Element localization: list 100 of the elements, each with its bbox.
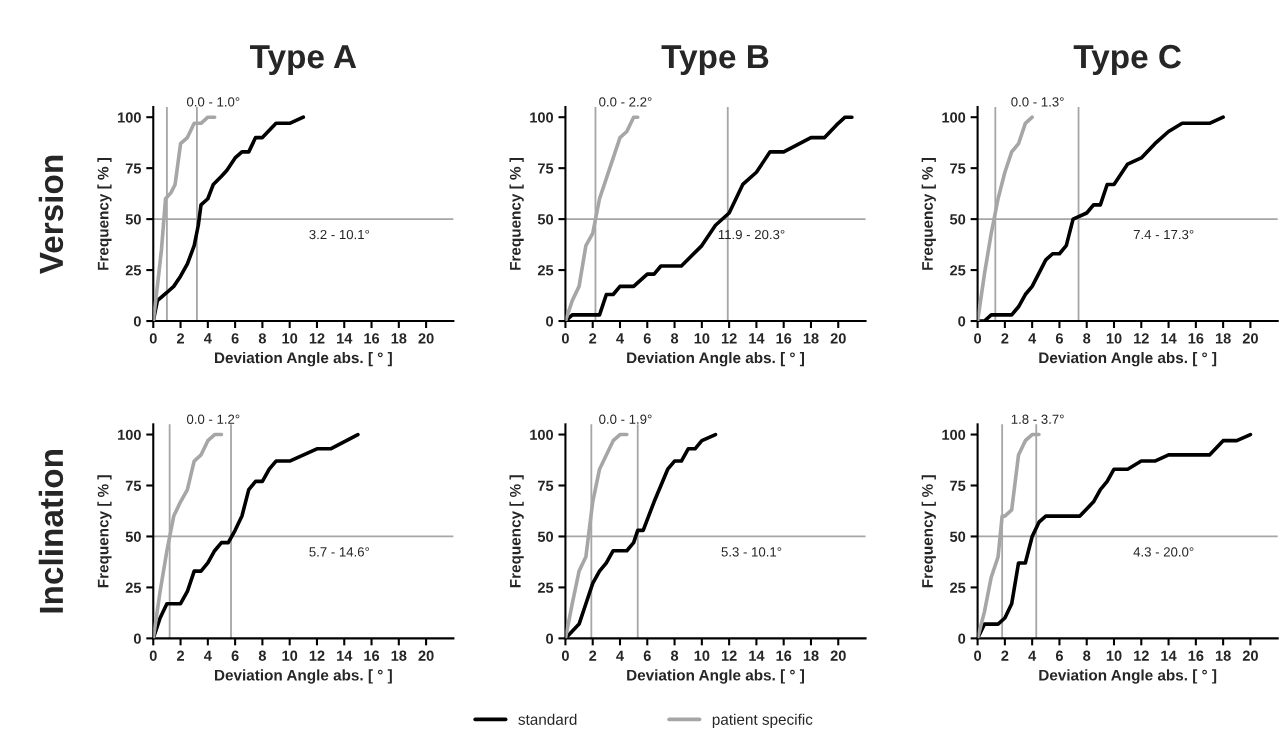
x-tick-label: 12	[309, 650, 325, 661]
x-tick-label: 18	[1215, 650, 1231, 661]
y-tick-label: 25	[950, 265, 966, 276]
y-tick-label: 50	[125, 531, 141, 542]
x-tick-label: 20	[1242, 650, 1258, 661]
x-tick-label: 10	[694, 650, 710, 661]
chart-title: Type A	[249, 45, 357, 76]
x-tick-label: 4	[204, 650, 212, 661]
y-tick-label: 0	[958, 316, 966, 327]
x-tick-label: 4	[1028, 650, 1037, 661]
x-tick-label: 6	[231, 333, 239, 344]
y-tick-label: 50	[125, 214, 141, 225]
x-tick-label: 0	[561, 650, 569, 661]
y-tick-label: 75	[950, 163, 966, 174]
y-tick-label: 100	[118, 429, 141, 440]
x-axis-title: Deviation Angle abs. [ ° ]	[627, 669, 804, 684]
x-tick-label: 2	[589, 650, 597, 661]
x-tick-label: 12	[721, 650, 737, 661]
x-tick-label: 16	[364, 333, 380, 344]
y-tick-label: 75	[538, 163, 554, 174]
y-tick-label: 100	[118, 112, 141, 123]
chart-title: Type B	[661, 45, 769, 76]
y-tick-label: 0	[133, 633, 141, 644]
x-tick-label: 0	[149, 650, 157, 661]
y-tick-label: 50	[950, 214, 966, 225]
x-tick-label: 6	[1055, 333, 1063, 344]
y-tick-label: 25	[125, 265, 142, 276]
y-tick-label: 25	[537, 582, 554, 593]
y-tick-label: 50	[537, 214, 554, 225]
x-tick-label: 10	[1106, 650, 1122, 661]
text: 0.0 - 1.3°	[1011, 97, 1064, 107]
x-tick-label: 12	[309, 333, 325, 344]
x-tick-label: 20	[830, 650, 846, 661]
x-tick-label: 6	[643, 333, 651, 344]
x-tick-label: 18	[803, 333, 819, 344]
x-tick-label: 18	[391, 650, 407, 661]
x-tick-label: 8	[1083, 650, 1091, 661]
text: 0.0 - 1.0°	[186, 97, 240, 107]
x-tick-label: 0	[974, 650, 982, 661]
x-tick-label: 12	[721, 333, 737, 344]
x-tick-label: 8	[258, 333, 267, 344]
x-tick-label: 14	[1161, 333, 1177, 344]
x-tick-label: 8	[670, 650, 679, 661]
x-tick-label: 4	[1028, 333, 1037, 344]
y-tick-label: 75	[125, 480, 142, 491]
x-tick-label: 10	[1106, 333, 1122, 344]
text: Inclination	[38, 450, 64, 613]
x-tick-label: 18	[1215, 333, 1231, 344]
annotation: 5.7 - 14.6°	[309, 547, 370, 557]
x-tick-label: 2	[177, 650, 185, 661]
y-tick-label: 25	[125, 582, 142, 593]
y-tick-label: 50	[537, 531, 554, 542]
x-tick-label: 18	[391, 333, 407, 344]
x-tick-label: 16	[1188, 333, 1204, 344]
x-tick-label: 20	[418, 333, 434, 344]
x-tick-label: 4	[616, 333, 624, 344]
text: 0.0 - 1.2°	[186, 414, 240, 424]
x-tick-label: 8	[670, 333, 679, 344]
y-axis-title: Frequency [ % ]	[97, 158, 112, 270]
x-axis-title: Deviation Angle abs. [ ° ]	[1039, 351, 1217, 367]
y-tick-label: 75	[950, 480, 966, 491]
y-tick-label: 25	[537, 265, 554, 276]
x-tick-label: 10	[694, 333, 710, 344]
y-tick-label: 25	[950, 582, 966, 593]
chart-title: Type C	[1073, 44, 1182, 76]
text: Version	[38, 155, 64, 274]
x-tick-label: 16	[776, 333, 792, 344]
x-tick-label: 10	[282, 333, 298, 344]
annotation: 5.3 - 10.1°	[721, 547, 782, 557]
y-axis-title: Frequency [ % ]	[509, 475, 524, 588]
y-tick-label: 100	[530, 429, 554, 440]
x-tick-label: 14	[749, 650, 765, 661]
x-axis-title: Deviation Angle abs. [ ° ]	[215, 669, 392, 684]
text: 0.0 - 2.2°	[599, 97, 652, 107]
y-tick-label: 100	[942, 429, 966, 440]
y-tick-label: 50	[950, 531, 966, 542]
y-axis-title: Frequency [ % ]	[921, 475, 936, 588]
y-tick-label: 75	[125, 163, 142, 174]
x-tick-label: 4	[204, 333, 212, 344]
annotation: 4.3 - 20.0°	[1133, 547, 1194, 557]
text: 1.8 - 3.7°	[1011, 414, 1064, 424]
x-tick-label: 18	[803, 650, 819, 661]
x-tick-label: 14	[1161, 650, 1177, 661]
y-axis-title: Frequency [ % ]	[921, 158, 936, 270]
y-tick-label: 0	[546, 633, 554, 644]
x-tick-label: 0	[149, 333, 157, 344]
x-tick-label: 14	[337, 333, 353, 344]
x-tick-label: 4	[616, 650, 624, 661]
x-tick-label: 16	[364, 650, 380, 661]
x-tick-label: 16	[1188, 650, 1204, 661]
x-axis-title: Deviation Angle abs. [ ° ]	[627, 351, 804, 367]
y-tick-label: 0	[546, 316, 554, 327]
x-tick-label: 6	[231, 650, 239, 661]
x-tick-label: 16	[776, 650, 792, 661]
annotation: 11.9 - 20.3°	[718, 229, 785, 240]
legend-label: standard	[518, 713, 577, 725]
y-tick-label: 100	[530, 112, 554, 123]
x-axis-title: Deviation Angle abs. [ ° ]	[215, 351, 392, 367]
x-tick-label: 14	[337, 650, 353, 661]
x-tick-label: 10	[282, 650, 298, 661]
